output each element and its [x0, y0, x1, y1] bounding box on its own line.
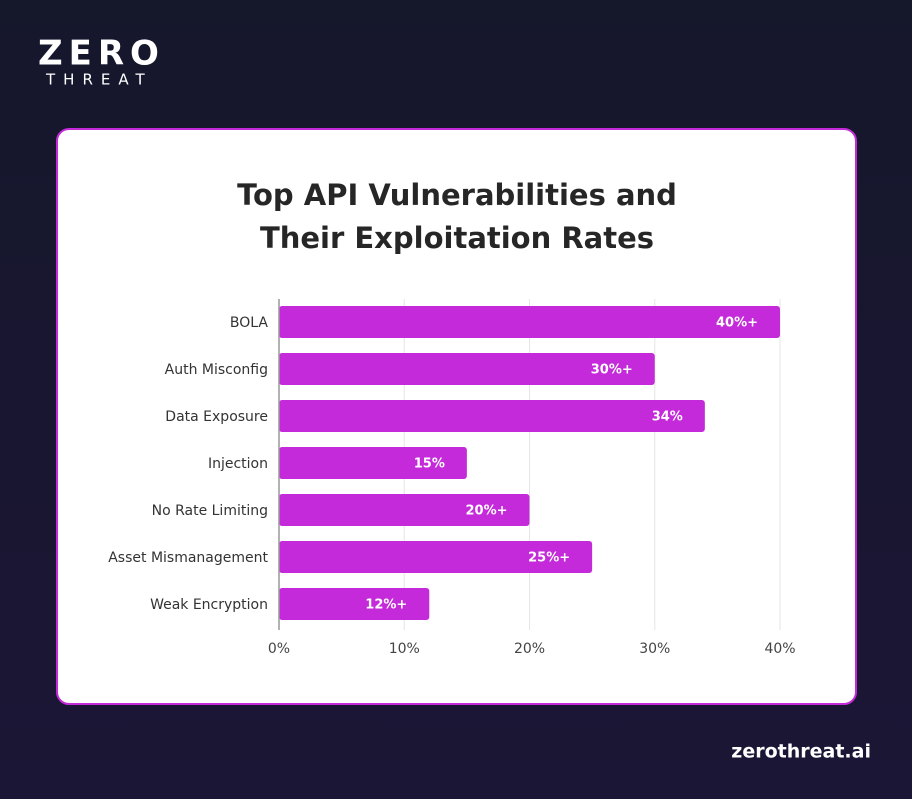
bar	[279, 400, 705, 432]
bar	[279, 306, 780, 338]
value-label: 40%+	[716, 316, 758, 331]
website: zerothreat.ai	[731, 741, 871, 763]
bar	[279, 353, 655, 385]
value-label: 15%	[414, 457, 445, 472]
logo-bottom: THREAT	[45, 71, 153, 89]
value-label: 30%+	[591, 363, 633, 378]
y-tick-label: No Rate Limiting	[152, 503, 268, 519]
x-tick-label: 20%	[514, 641, 545, 657]
y-tick-label: Asset Mismanagement	[108, 550, 268, 566]
title-wrap: Top API Vulnerabilities and Their Exploi…	[57, 174, 857, 260]
value-label: 25%+	[528, 551, 570, 566]
x-tick-label: 40%	[764, 641, 795, 657]
value-label: 12%+	[365, 598, 407, 613]
y-tick-label: Injection	[208, 456, 268, 472]
logo-top: ZERO	[38, 34, 165, 74]
bar	[279, 588, 430, 620]
bar	[279, 541, 593, 573]
x-tick-label: 0%	[268, 641, 290, 657]
chart-title: Top API Vulnerabilities and Their Exploi…	[237, 178, 677, 255]
y-tick-label: Auth Misconfig	[165, 362, 268, 378]
y-tick-label: Weak Encryption	[150, 597, 268, 613]
value-label: 34%	[652, 410, 683, 425]
value-label: 20%+	[465, 504, 507, 519]
x-tick-label: 10%	[389, 641, 420, 657]
y-tick-label: Data Exposure	[165, 409, 268, 425]
bar	[279, 494, 530, 526]
x-tick-label: 30%	[639, 641, 670, 657]
bar	[279, 447, 467, 479]
y-tick-label: BOLA	[230, 315, 268, 331]
